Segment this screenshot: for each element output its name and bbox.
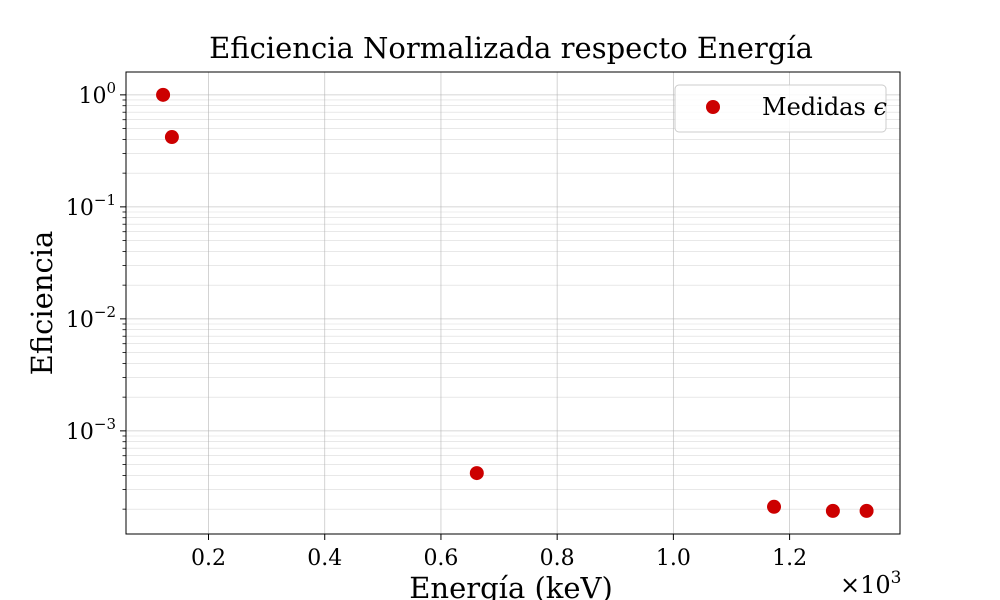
x-axis-scale-exponent: 3 <box>891 568 902 588</box>
data-point <box>825 503 840 518</box>
y-tick-base: 10 <box>78 84 106 109</box>
y-tick-base: 10 <box>66 308 94 333</box>
x-axis-scale-factor: ×103 <box>840 568 901 599</box>
x-tick-label: 0.8 <box>540 546 575 571</box>
y-tick-exponent: −3 <box>94 415 116 433</box>
x-axis-scale-base: ×10 <box>840 571 891 599</box>
legend-series-symbol: ϵ <box>873 93 886 121</box>
x-axis-label: Energía (keV) <box>409 571 613 600</box>
legend-marker <box>706 100 720 114</box>
data-point <box>164 130 179 145</box>
y-tick-label: 100 <box>78 79 116 109</box>
legend-box <box>674 84 887 133</box>
legend: Medidas ϵ <box>674 84 887 133</box>
x-tick-label: 0.2 <box>191 546 226 571</box>
x-tick-label: 1.0 <box>656 546 691 571</box>
chart-title: Eficiencia Normalizada respecto Energía <box>209 31 813 65</box>
y-tick-exponent: −1 <box>94 191 116 209</box>
y-tick-label: 10−3 <box>66 415 116 445</box>
plot-frame <box>125 71 901 535</box>
y-tick-base: 10 <box>66 420 94 445</box>
data-point <box>767 499 782 514</box>
y-axis-label: Eficiencia <box>25 231 59 376</box>
y-tick-label: 10−1 <box>66 191 116 221</box>
legend-series-name: Medidas <box>762 93 866 121</box>
x-tick-label: 1.2 <box>772 546 807 571</box>
data-point <box>156 87 171 102</box>
x-tick-label: 0.6 <box>423 546 458 571</box>
data-point <box>859 503 874 518</box>
y-tick-exponent: −2 <box>94 303 116 321</box>
y-tick-label: 10−2 <box>66 303 116 333</box>
y-tick-exponent: 0 <box>106 79 116 97</box>
data-point <box>469 466 484 481</box>
legend-label: Medidas ϵ <box>762 93 887 121</box>
data-points <box>156 87 874 518</box>
y-tick-base: 10 <box>66 196 94 221</box>
x-tick-label: 0.4 <box>307 546 342 571</box>
